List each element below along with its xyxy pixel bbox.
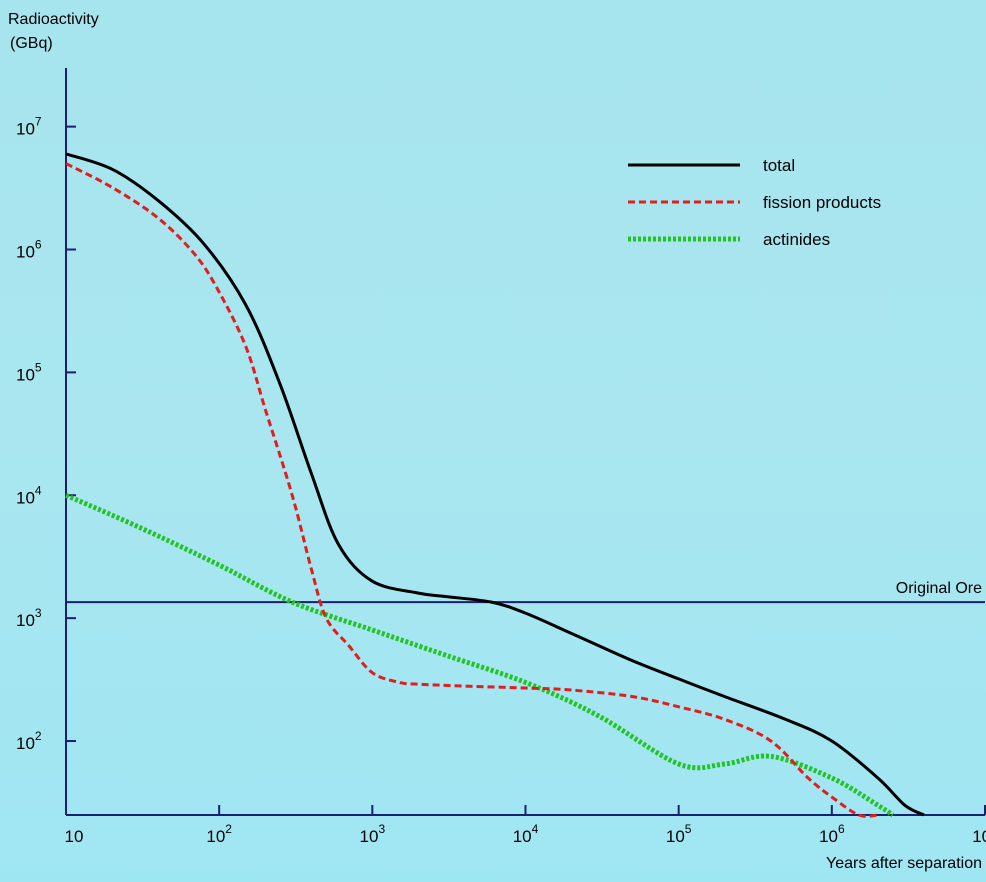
x-tick-label: 104 bbox=[513, 822, 539, 846]
x-tick-label: 10 bbox=[65, 827, 84, 846]
axes: 10 102 103 104 105 106 107 102 103 104 105 106 107 bbox=[16, 68, 986, 846]
x-tick-label: 103 bbox=[360, 822, 386, 846]
y-tick-label: 103 bbox=[16, 606, 42, 630]
legend-label-actinides: actinides bbox=[763, 230, 830, 249]
x-tick-label: 102 bbox=[206, 822, 232, 846]
x-tick-label: 106 bbox=[819, 822, 845, 846]
legend: total fission products actinides bbox=[628, 156, 881, 249]
series-group bbox=[65, 152, 925, 818]
x-tick-label: 105 bbox=[666, 822, 692, 846]
legend-label-total: total bbox=[763, 156, 795, 175]
y-tick-label: 102 bbox=[16, 729, 42, 753]
x-axis-label: Years after separation bbox=[826, 855, 982, 872]
axis-labels: Radioactivity (GBq) Years after separati… bbox=[8, 11, 982, 872]
reference-line-group: Original Ore bbox=[66, 580, 985, 604]
y-axis-label-line1: Radioactivity bbox=[8, 11, 99, 28]
series-line-fission-products bbox=[65, 162, 879, 818]
y-axis-label-line2: (GBq) bbox=[10, 35, 53, 52]
y-tick-label: 107 bbox=[16, 115, 42, 139]
x-tick-label: 107 bbox=[972, 822, 986, 846]
series-line-total bbox=[65, 152, 925, 817]
y-tick-label: 104 bbox=[16, 483, 42, 507]
original-ore-label: Original Ore bbox=[896, 580, 982, 597]
y-tick-label: 106 bbox=[16, 238, 42, 262]
y-tick-label: 105 bbox=[16, 360, 42, 384]
series-line-actinides bbox=[65, 493, 895, 818]
legend-label-fission-products: fission products bbox=[763, 193, 881, 212]
